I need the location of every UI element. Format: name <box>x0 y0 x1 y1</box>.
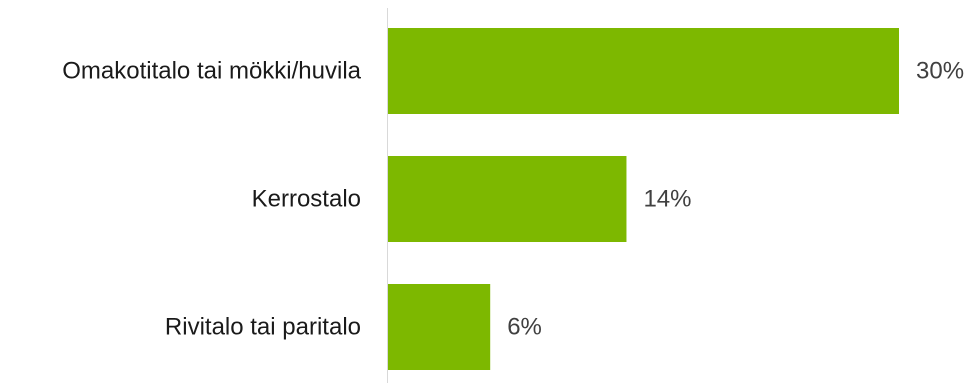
bar <box>388 28 899 114</box>
bar <box>388 156 627 242</box>
category-labels-group: Omakotitalo tai mökki/huvila Kerrostalo Ri… <box>62 58 361 341</box>
value-label: 6% <box>507 314 542 341</box>
bar <box>388 284 491 370</box>
value-label: 14% <box>643 186 691 213</box>
category-label: Omakotitalo tai mökki/huvila <box>62 58 361 85</box>
bars-group <box>388 28 899 370</box>
value-labels-group: 30% 14% 6% <box>507 58 964 341</box>
category-label: Kerrostalo <box>252 186 361 213</box>
category-label: Rivitalo tai paritalo <box>165 314 361 341</box>
value-label: 30% <box>916 58 964 85</box>
